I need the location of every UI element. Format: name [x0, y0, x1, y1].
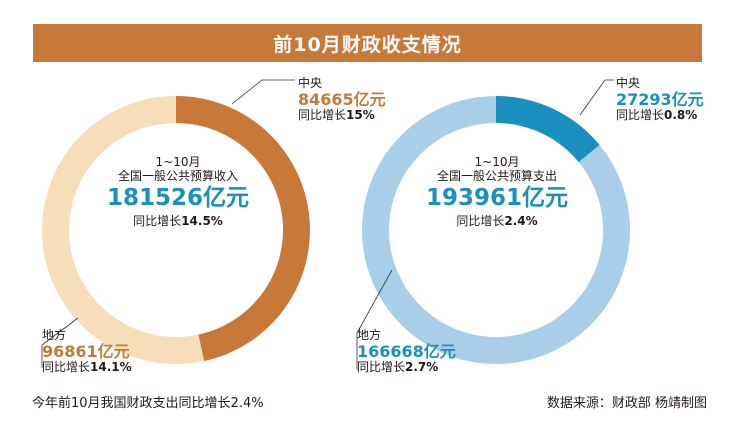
revenue-total: 181526亿元	[106, 184, 250, 211]
revenue-central-yoy: 同比增长15%	[298, 108, 375, 123]
revenue-local-name: 地方	[42, 328, 67, 342]
page-title: 前10月财政收支情况	[273, 33, 462, 56]
revenue-local-leader	[41, 317, 79, 368]
expense-name: 全国一般公共预算支出	[436, 169, 557, 184]
revenue-central-slice	[176, 96, 311, 362]
revenue-local-yoy: 同比增长14.1%	[42, 360, 132, 375]
leader-lines	[41, 79, 614, 370]
expense-central-yoy: 同比增长0.8%	[616, 108, 698, 123]
expense-donut	[361, 96, 631, 364]
expense-yoy: 同比增长2.4%	[456, 214, 538, 229]
revenue-yoy: 同比增长14.5%	[133, 214, 223, 229]
footer-source: 数据来源：财政部 杨靖制图	[546, 396, 707, 411]
revenue-central-leader	[231, 79, 295, 105]
expense-central-value: 27293亿元	[616, 89, 704, 109]
revenue-local-slice	[42, 96, 205, 364]
revenue-central-name: 中央	[298, 76, 323, 90]
expense-total: 193961亿元	[425, 184, 569, 211]
expense-central-leader	[579, 79, 614, 116]
expense-central-name: 中央	[616, 76, 641, 90]
revenue-central-label: 中央 84665亿元 同比增长15%	[298, 76, 386, 123]
expense-period: 1~10月	[474, 155, 520, 169]
revenue-local-label: 地方 96861亿元 同比增长14.1%	[42, 328, 132, 375]
revenue-name: 全国一般公共预算收入	[117, 169, 238, 184]
revenue-donut	[42, 96, 311, 364]
revenue-period: 1~10月	[155, 155, 201, 169]
expense-central-label: 中央 27293亿元 同比增长0.8%	[616, 76, 704, 123]
expense-central-slice	[496, 96, 600, 163]
title-bar: 前10月财政收支情况	[33, 24, 702, 62]
expense-center-text: 1~10月 全国一般公共预算支出 193961亿元 同比增长2.4%	[397, 155, 597, 229]
revenue-local-value: 96861亿元	[42, 341, 130, 361]
expense-local-leader	[356, 269, 393, 370]
footer-caption: 今年前10月我国财政支出同比增长2.4%	[32, 396, 264, 411]
expense-local-name: 地方	[357, 328, 382, 342]
expense-local-value: 166668亿元	[357, 341, 456, 361]
expense-local-yoy: 同比增长2.7%	[357, 360, 439, 375]
revenue-central-value: 84665亿元	[298, 89, 386, 109]
expense-local-label: 地方 166668亿元 同比增长2.7%	[357, 328, 456, 375]
revenue-center-text: 1~10月 全国一般公共预算收入 181526亿元 同比增长14.5%	[78, 155, 278, 229]
